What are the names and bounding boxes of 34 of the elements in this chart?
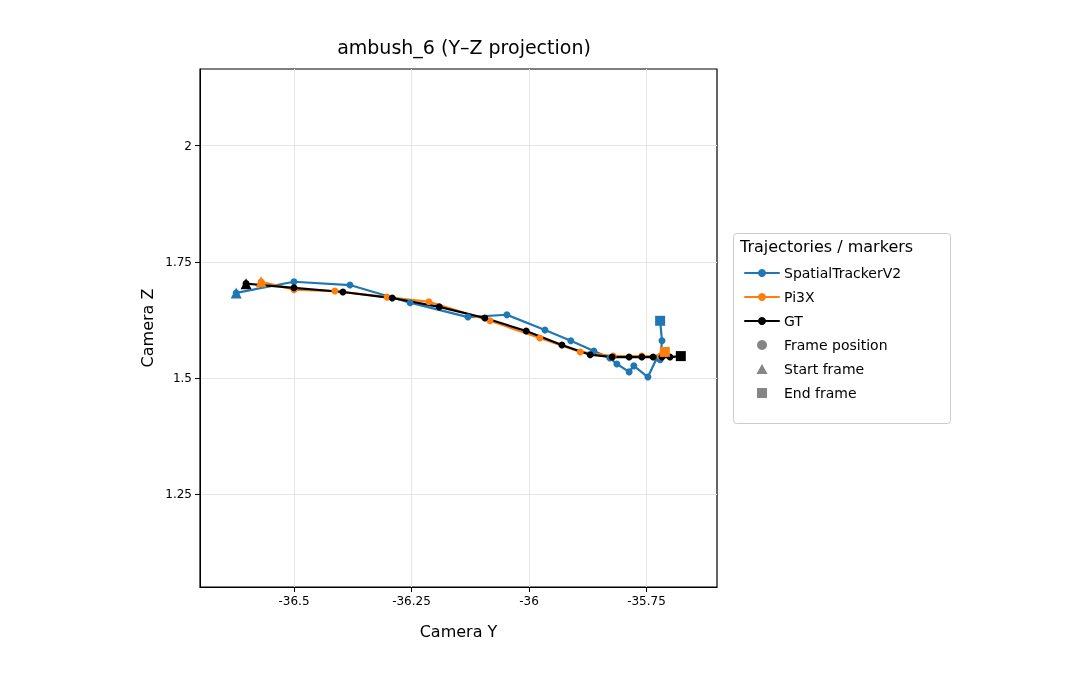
point [406, 299, 414, 307]
legend-label: Frame position [784, 337, 888, 353]
y-tick-label: 1.5 [172, 370, 192, 385]
point [567, 337, 575, 345]
point [388, 294, 396, 302]
y-tick-label: 1.75 [165, 254, 192, 269]
point [331, 287, 339, 295]
x-tick-label: -36 [519, 594, 539, 608]
y-tick-label: 2 [184, 138, 192, 153]
y-tick-label: 1.25 [165, 487, 192, 502]
x-tick-label: -35.75 [627, 594, 666, 608]
point [536, 334, 544, 342]
x-axis-title: Camera Y [419, 621, 498, 641]
legend-label: Start frame [784, 361, 865, 377]
point [464, 313, 472, 321]
point [576, 348, 584, 356]
point [558, 341, 566, 349]
point [435, 303, 443, 311]
legend-label: GT [784, 313, 804, 329]
point [658, 337, 666, 345]
chart-title: ambush_6 (Y–Z projection) [337, 35, 591, 59]
legend-label: Pi3X [784, 289, 815, 305]
y-axis-title: Camera Z [137, 288, 157, 368]
legend-label: SpatialTrackerV2 [784, 265, 902, 281]
legend-label: End frame [784, 385, 857, 401]
legend-title: Trajectories / markers [739, 236, 914, 256]
point [425, 298, 433, 306]
point [522, 327, 530, 335]
point [625, 368, 633, 376]
point [630, 362, 638, 370]
x-tick-label: -36.5 [278, 594, 310, 608]
x-tick-label: -36.25 [392, 594, 431, 608]
point [586, 351, 594, 359]
point [503, 311, 511, 319]
